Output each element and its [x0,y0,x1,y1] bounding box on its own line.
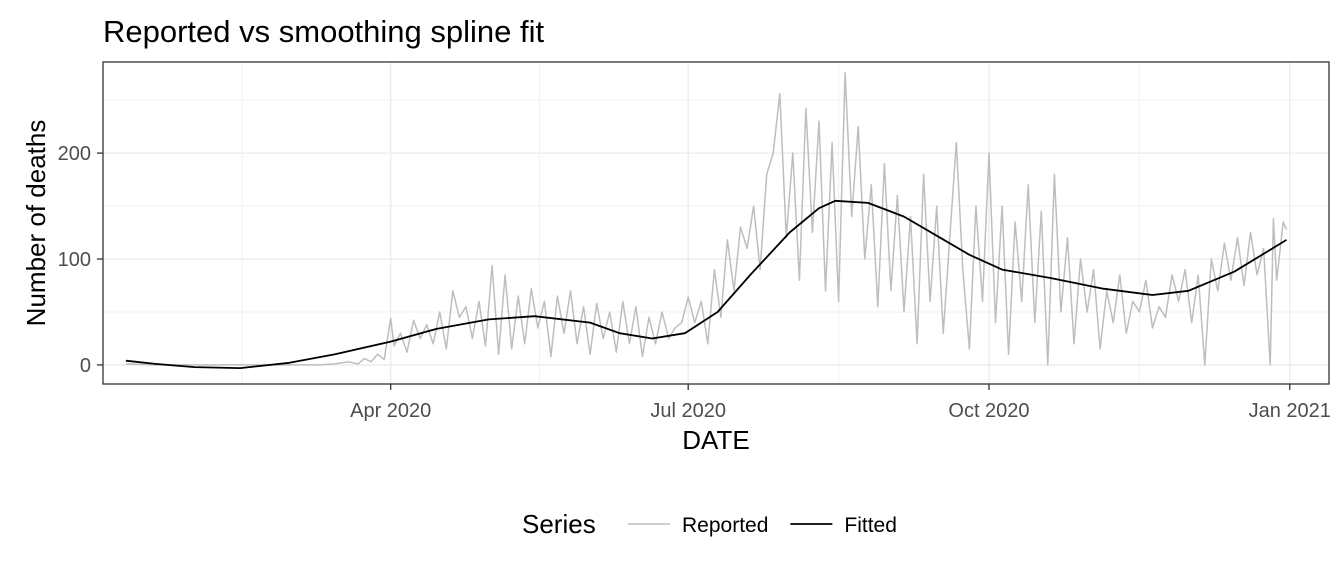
x-tick-label: Jan 2021 [1249,400,1331,422]
x-tick-label: Apr 2020 [350,400,431,422]
y-axis-title: Number of deaths [21,120,51,327]
legend-title: Series [522,509,596,539]
ticks: 0 100 200 Apr 2020 Jul 2020 Oct 2020 Jan 2021 [58,143,1331,422]
chart-title: Reported vs smoothing spline fit [103,14,545,49]
y-tick-label: 200 [58,143,91,165]
legend: Series Reported Fitted [522,509,897,539]
x-tick-label: Jul 2020 [650,400,726,422]
panel-border [102,61,1330,385]
legend-label-reported: Reported [682,514,768,537]
series-line-reported [125,71,1288,366]
grid [103,62,1329,384]
y-tick-label: 100 [58,249,91,271]
x-tick-label: Oct 2020 [948,400,1029,422]
series-layer [125,71,1288,369]
legend-label-fitted: Fitted [844,514,897,537]
y-tick-label: 0 [80,355,91,377]
x-axis-title: DATE [682,425,749,455]
series-line-fitted [125,199,1287,369]
